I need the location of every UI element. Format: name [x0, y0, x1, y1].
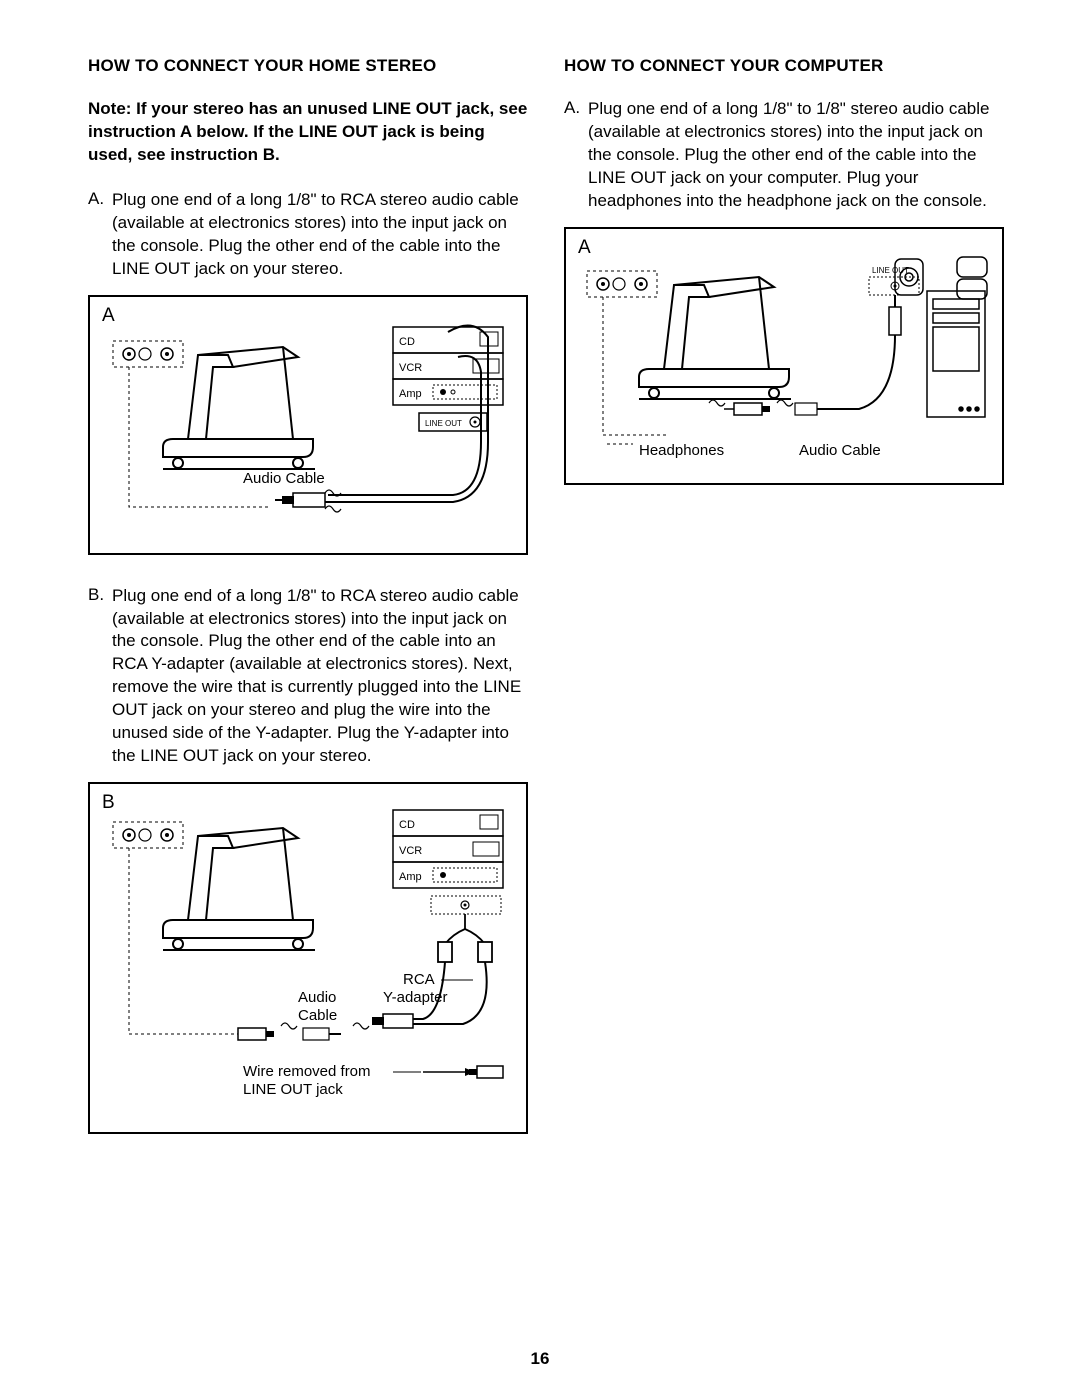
removed-wire-icon — [423, 1066, 503, 1078]
left-figure-b-svg: CD VCR Amp — [90, 784, 526, 1132]
step-letter: A. — [564, 98, 588, 213]
dashed-input-cable — [129, 884, 238, 1034]
wire-removed-label2: LINE OUT jack — [243, 1081, 343, 1098]
left-figure-b: B — [88, 782, 528, 1134]
left-step-a: A. Plug one end of a long 1/8" to RCA st… — [88, 189, 528, 281]
right-figure-a-svg: LINE OUT — [566, 229, 1002, 483]
cd-label: CD — [399, 336, 415, 348]
left-figure-a: A — [88, 295, 528, 555]
console-jack-icon — [113, 822, 183, 884]
amp-label: Amp — [399, 388, 422, 400]
left-figure-a-svg: CD VCR Amp LINE OUT — [90, 297, 526, 553]
vcr-label: VCR — [399, 362, 422, 374]
left-column: HOW TO CONNECT YOUR HOME STEREO Note: If… — [88, 56, 528, 1164]
page-number: 16 — [0, 1349, 1080, 1369]
amp-label: Amp — [399, 871, 422, 883]
figure-letter: A — [102, 305, 115, 327]
step-letter: B. — [88, 585, 112, 769]
left-heading: HOW TO CONNECT YOUR HOME STEREO — [88, 56, 528, 76]
lineout-label: LINE OUT — [425, 419, 462, 428]
rca-label: RCA — [403, 971, 435, 988]
step-text: Plug one end of a long 1/8" to RCA stere… — [112, 585, 528, 769]
stereo-stack-icon: CD VCR Amp LINE OUT — [393, 327, 503, 431]
right-figure-a: A — [564, 227, 1004, 485]
computer-icon — [895, 257, 987, 417]
figure-letter: A — [578, 237, 591, 259]
audio-cable-label2: Cable — [298, 1007, 337, 1024]
left-step-b: B. Plug one end of a long 1/8" to RCA st… — [88, 585, 528, 769]
step-text: Plug one end of a long 1/8" to RCA stere… — [112, 189, 528, 281]
left-note: Note: If your stereo has an unused LINE … — [88, 98, 528, 167]
page-content: HOW TO CONNECT YOUR HOME STEREO Note: If… — [0, 0, 1080, 1164]
wire-removed-label: Wire removed from — [243, 1063, 371, 1080]
stereo-stack-icon: CD VCR Amp — [393, 810, 503, 888]
treadmill-icon — [639, 277, 791, 399]
audio-plug-icon — [724, 403, 770, 415]
right-column: HOW TO CONNECT YOUR COMPUTER A. Plug one… — [564, 56, 1004, 1164]
audio-cable-label: Audio Cable — [799, 442, 881, 459]
step-text: Plug one end of a long 1/8" to 1/8" ster… — [588, 98, 1004, 213]
figure-letter: B — [102, 792, 115, 814]
console-jack-icon — [587, 271, 657, 339]
headphones-label: Headphones — [639, 442, 724, 459]
right-step-a: A. Plug one end of a long 1/8" to 1/8" s… — [564, 98, 1004, 213]
right-heading: HOW TO CONNECT YOUR COMPUTER — [564, 56, 1004, 76]
audio-plug-icon — [238, 1028, 274, 1040]
y-adapter-plug-icon — [438, 914, 492, 962]
audio-cable-label: Audio Cable — [243, 470, 325, 487]
vcr-label: VCR — [399, 845, 422, 857]
audio-cable-label: Audio — [298, 989, 336, 1006]
treadmill-icon — [163, 828, 315, 950]
y-adapter-icon — [431, 896, 501, 914]
console-jack-icon — [113, 341, 183, 397]
treadmill-icon — [163, 347, 315, 469]
y-adapter-label: Y-adapter — [383, 989, 448, 1006]
dashed-input-cable — [129, 397, 268, 507]
lineout-label: LINE OUT — [872, 266, 909, 275]
cd-label: CD — [399, 819, 415, 831]
step-letter: A. — [88, 189, 112, 281]
audio-cable-icon — [817, 295, 901, 409]
